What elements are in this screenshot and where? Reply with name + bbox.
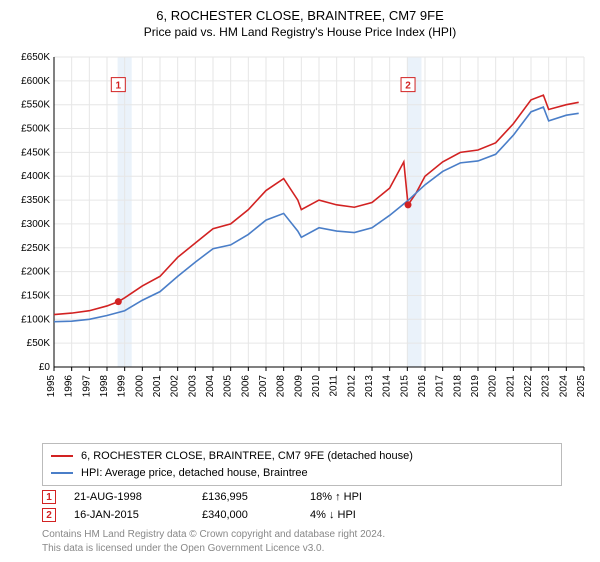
sale-point	[405, 201, 412, 208]
svg-text:2000: 2000	[134, 375, 145, 398]
svg-text:2024: 2024	[558, 375, 569, 398]
svg-text:£550K: £550K	[21, 100, 50, 111]
svg-text:1996: 1996	[64, 375, 75, 398]
svg-text:£100K: £100K	[21, 314, 50, 325]
svg-text:2014: 2014	[382, 375, 393, 398]
footer-line: This data is licensed under the Open Gov…	[42, 542, 594, 556]
sale-row: 1 21-AUG-1998 £136,995 18% ↑ HPI	[42, 490, 594, 504]
footer-attribution: Contains HM Land Registry data © Crown c…	[42, 528, 594, 556]
sale-point	[115, 298, 122, 305]
price-chart: £0 £50K £100K £150K £200K £250K £300K £350K £400…	[6, 47, 594, 437]
svg-text:2002: 2002	[170, 375, 181, 398]
svg-text:2018: 2018	[452, 375, 463, 398]
svg-text:£600K: £600K	[21, 76, 50, 87]
page-subtitle: Price paid vs. HM Land Registry's House …	[6, 25, 594, 39]
svg-text:2016: 2016	[417, 375, 428, 398]
svg-text:2003: 2003	[187, 375, 198, 398]
legend-item: 6, ROCHESTER CLOSE, BRAINTREE, CM7 9FE (…	[51, 448, 553, 465]
svg-text:£0: £0	[39, 362, 51, 373]
sale-hpi: 4% ↓ HPI	[310, 509, 390, 521]
svg-text:2001: 2001	[152, 375, 163, 398]
svg-text:1995: 1995	[46, 375, 57, 398]
sale-marker-icon: 2	[42, 508, 56, 522]
svg-text:2015: 2015	[399, 375, 410, 398]
legend-item: HPI: Average price, detached house, Brai…	[51, 465, 553, 482]
svg-text:2010: 2010	[311, 375, 322, 398]
sale-row: 2 16-JAN-2015 £340,000 4% ↓ HPI	[42, 508, 594, 522]
svg-text:1: 1	[116, 81, 122, 92]
legend: 6, ROCHESTER CLOSE, BRAINTREE, CM7 9FE (…	[42, 443, 562, 486]
svg-text:2020: 2020	[488, 375, 499, 398]
svg-text:£350K: £350K	[21, 195, 50, 206]
svg-text:2004: 2004	[205, 375, 216, 398]
sale-hpi: 18% ↑ HPI	[310, 491, 390, 503]
svg-text:2006: 2006	[240, 375, 251, 398]
footer-line: Contains HM Land Registry data © Crown c…	[42, 528, 594, 542]
svg-text:2022: 2022	[523, 375, 534, 398]
svg-text:1998: 1998	[99, 375, 110, 398]
svg-text:2008: 2008	[276, 375, 287, 398]
svg-text:2013: 2013	[364, 375, 375, 398]
svg-text:2017: 2017	[435, 375, 446, 398]
svg-text:2009: 2009	[293, 375, 304, 398]
sale-date: 16-JAN-2015	[74, 509, 184, 521]
sales-table: 1 21-AUG-1998 £136,995 18% ↑ HPI 2 16-JAN-201…	[6, 490, 594, 522]
svg-text:£150K: £150K	[21, 290, 50, 301]
svg-text:2011: 2011	[329, 375, 340, 397]
sale-date: 21-AUG-1998	[74, 491, 184, 503]
legend-label: 6, ROCHESTER CLOSE, BRAINTREE, CM7 9FE (…	[81, 448, 413, 465]
svg-text:£400K: £400K	[21, 171, 50, 182]
legend-swatch	[51, 472, 73, 474]
legend-label: HPI: Average price, detached house, Brai…	[81, 465, 308, 482]
sale-marker-icon: 1	[42, 490, 56, 504]
sale-price: £136,995	[202, 491, 292, 503]
svg-text:2007: 2007	[258, 375, 269, 398]
page-title: 6, ROCHESTER CLOSE, BRAINTREE, CM7 9FE	[6, 8, 594, 23]
svg-text:2: 2	[405, 81, 411, 92]
svg-text:£250K: £250K	[21, 243, 50, 254]
sale-price: £340,000	[202, 509, 292, 521]
svg-text:£450K: £450K	[21, 147, 50, 158]
svg-text:2019: 2019	[470, 375, 481, 398]
svg-text:2021: 2021	[505, 375, 516, 398]
svg-text:1997: 1997	[81, 375, 92, 398]
svg-text:£200K: £200K	[21, 267, 50, 278]
svg-text:2012: 2012	[346, 375, 357, 398]
svg-text:£50K: £50K	[27, 338, 51, 349]
svg-text:£500K: £500K	[21, 124, 50, 135]
svg-text:£300K: £300K	[21, 219, 50, 230]
svg-text:2005: 2005	[223, 375, 234, 398]
legend-swatch	[51, 455, 73, 457]
svg-text:£650K: £650K	[21, 52, 50, 63]
svg-text:2023: 2023	[541, 375, 552, 398]
svg-text:2025: 2025	[576, 375, 587, 398]
svg-text:1999: 1999	[117, 375, 128, 398]
